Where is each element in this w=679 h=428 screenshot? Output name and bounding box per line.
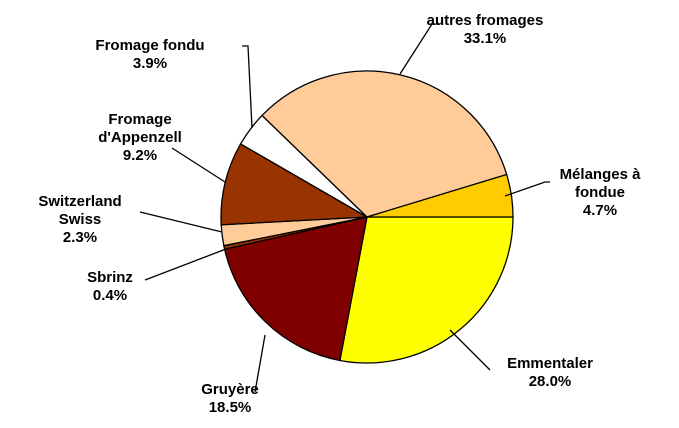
slice-label: Fromage d'Appenzell 9.2% xyxy=(80,111,200,165)
leader-line xyxy=(399,23,440,75)
leader-line xyxy=(504,181,550,197)
category-label: Sbrinz xyxy=(87,269,133,286)
category-label: Mélanges à fondue xyxy=(559,166,641,201)
value-label: 0.4% xyxy=(92,287,128,304)
value-label: 33.1% xyxy=(463,30,507,47)
category-label: autres fromages xyxy=(426,12,544,29)
leader-line xyxy=(449,329,491,371)
category-label: Fromage d'Appenzell xyxy=(98,111,182,146)
value-label: 4.7% xyxy=(582,202,618,219)
category-label: Gruyère xyxy=(201,381,259,398)
slice-label: Sbrinz 0.4% xyxy=(60,269,160,305)
leader-line xyxy=(254,334,266,393)
value-label: 9.2% xyxy=(122,147,158,164)
slice-label: Gruyère 18.5% xyxy=(170,381,290,417)
slice-label: Mélanges à fondue 4.7% xyxy=(545,166,655,220)
category-label: Emmentaler xyxy=(507,355,593,372)
slice-label: Emmentaler 28.0% xyxy=(490,355,610,391)
value-label: 2.3% xyxy=(62,229,98,246)
value-label: 3.9% xyxy=(132,55,168,72)
slice-label: Switzerland Swiss 2.3% xyxy=(15,193,145,247)
category-label: Fromage fondu xyxy=(95,37,205,54)
pie-slice xyxy=(261,70,508,218)
value-label: 28.0% xyxy=(528,373,572,390)
leader-line xyxy=(171,147,226,183)
pie-slice xyxy=(366,173,514,218)
pie-slice xyxy=(223,216,368,362)
leader-line xyxy=(144,248,227,281)
pie-slice xyxy=(220,143,370,226)
slice-label: autres fromages 33.1% xyxy=(400,12,570,48)
leader-line xyxy=(139,211,223,233)
value-label: 18.5% xyxy=(208,399,252,416)
pie-slice xyxy=(339,216,514,364)
slice-label: Fromage fondu 3.9% xyxy=(50,37,250,73)
category-label: Switzerland Swiss xyxy=(38,193,122,228)
leader-line xyxy=(242,45,253,129)
